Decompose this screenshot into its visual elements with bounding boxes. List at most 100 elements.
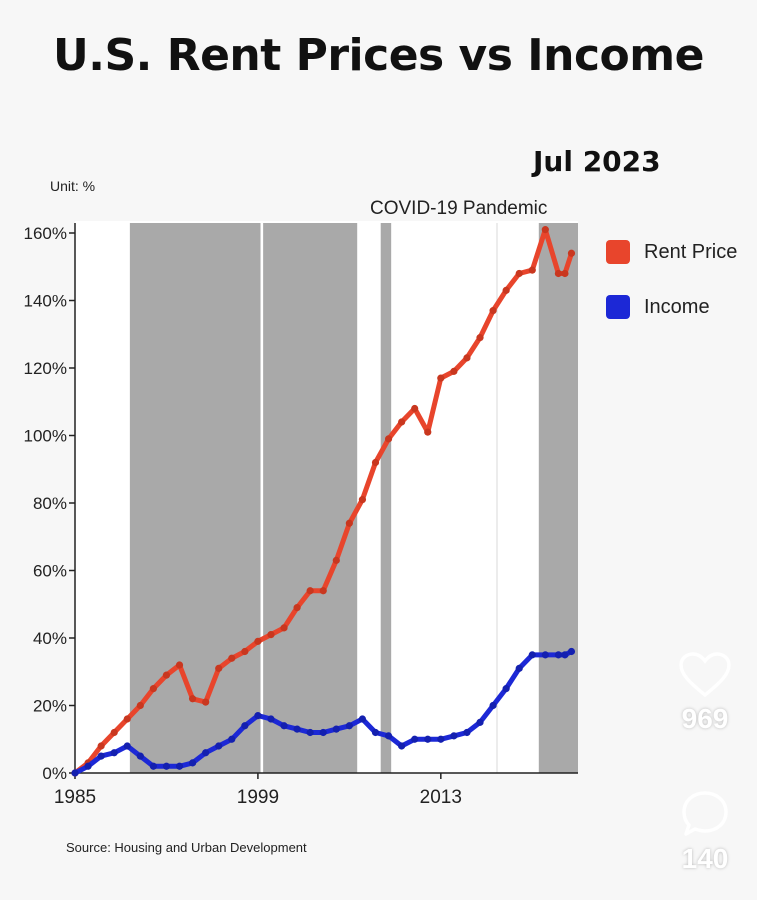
- point-rent-17: [293, 604, 301, 612]
- shaded-period-3: [538, 223, 578, 773]
- y-tick-label-5: 100%: [24, 427, 67, 446]
- shaded-period-0: [129, 223, 261, 773]
- point-rent-5: [136, 701, 144, 710]
- x-tick-label-1: 1999: [237, 787, 279, 808]
- heart-icon[interactable]: [679, 652, 731, 698]
- point-income-38: [561, 651, 569, 659]
- point-rent-11: [215, 664, 223, 672]
- comment-bubble-icon[interactable]: [680, 790, 730, 838]
- point-income-13: [241, 722, 249, 730]
- point-rent-22: [358, 496, 367, 504]
- point-income-27: [424, 735, 432, 743]
- point-income-10: [202, 749, 210, 757]
- point-rent-15: [267, 631, 275, 639]
- chart-legend: Rent Price Income: [606, 238, 737, 348]
- point-rent-36: [541, 226, 549, 234]
- point-rent-9: [188, 695, 197, 703]
- point-income-31: [476, 718, 484, 726]
- point-rent-24: [384, 435, 393, 443]
- legend-swatch-rent: [606, 240, 630, 264]
- point-income-28: [437, 735, 445, 743]
- date-label: Jul 2023: [533, 145, 661, 178]
- point-income-37: [554, 651, 563, 659]
- point-income-6: [149, 762, 157, 770]
- point-rent-8: [175, 661, 184, 669]
- y-tick-label-6: 120%: [24, 359, 67, 378]
- point-income-16: [280, 722, 288, 730]
- point-income-19: [319, 728, 327, 737]
- y-tick-label-2: 40%: [33, 629, 67, 648]
- point-rent-38: [561, 269, 569, 278]
- point-income-9: [188, 759, 197, 767]
- chart-title: U.S. Rent Prices vs Income: [53, 30, 704, 81]
- point-income-4: [123, 742, 131, 750]
- point-rent-12: [228, 654, 236, 662]
- point-income-3: [110, 749, 118, 757]
- point-rent-31: [476, 334, 484, 342]
- y-tick-label-3: 60%: [33, 562, 67, 581]
- point-rent-21: [345, 519, 353, 527]
- point-income-20: [332, 725, 340, 733]
- legend-item-rent: Rent Price: [606, 238, 737, 266]
- x-tick-label-2: 2013: [420, 787, 462, 808]
- point-income-18: [306, 728, 314, 737]
- point-rent-13: [241, 647, 249, 656]
- shaded-period-2: [380, 223, 392, 773]
- point-rent-16: [280, 624, 288, 632]
- covid-annotation: COVID-19 Pandemic: [370, 198, 548, 219]
- unit-label: Unit: %: [50, 178, 96, 194]
- point-rent-34: [515, 269, 523, 278]
- y-tick-label-7: 140%: [24, 292, 67, 311]
- point-income-22: [358, 715, 367, 723]
- comment-count: 140: [681, 843, 729, 874]
- point-rent-26: [411, 404, 419, 413]
- point-rent-33: [502, 286, 510, 294]
- y-tick-label-8: 160%: [24, 224, 67, 243]
- point-income-12: [228, 735, 236, 743]
- point-income-17: [293, 725, 301, 733]
- point-income-29: [450, 732, 458, 740]
- point-rent-39: [567, 249, 576, 257]
- point-rent-18: [306, 587, 314, 595]
- point-income-25: [398, 742, 406, 750]
- point-income-5: [136, 752, 144, 760]
- legend-label-income: Income: [644, 295, 710, 318]
- comment-action[interactable]: 140: [660, 790, 750, 875]
- point-rent-27: [424, 428, 432, 436]
- legend-swatch-income: [606, 295, 630, 319]
- point-income-35: [528, 651, 536, 659]
- point-rent-37: [554, 269, 563, 278]
- like-action[interactable]: 969: [660, 652, 750, 735]
- point-rent-14: [254, 637, 262, 645]
- legend-label-rent: Rent Price: [644, 240, 738, 263]
- point-rent-29: [450, 367, 458, 375]
- point-income-14: [254, 712, 262, 720]
- point-income-26: [411, 735, 419, 743]
- point-income-2: [97, 752, 105, 760]
- point-rent-10: [202, 698, 210, 706]
- point-income-34: [515, 664, 523, 672]
- point-income-24: [384, 732, 393, 740]
- point-income-39: [567, 647, 576, 656]
- point-rent-6: [149, 685, 157, 693]
- point-income-8: [175, 762, 184, 770]
- source-note: Source: Housing and Urban Development: [66, 840, 307, 855]
- point-rent-3: [110, 728, 118, 737]
- shaded-period-1: [263, 223, 358, 773]
- point-rent-19: [319, 587, 327, 595]
- point-income-21: [345, 722, 353, 730]
- y-tick-label-1: 20%: [33, 697, 67, 716]
- point-income-7: [162, 762, 171, 770]
- series-line-rent: [72, 227, 574, 776]
- point-rent-20: [332, 556, 340, 564]
- point-rent-7: [162, 671, 171, 679]
- point-income-23: [371, 728, 380, 737]
- point-income-11: [215, 742, 223, 750]
- y-tick-label-4: 80%: [33, 494, 67, 513]
- point-rent-2: [97, 742, 105, 750]
- x-tick-label-0: 1985: [54, 787, 96, 808]
- point-rent-25: [398, 418, 406, 426]
- point-income-32: [489, 701, 497, 710]
- point-rent-32: [489, 307, 497, 315]
